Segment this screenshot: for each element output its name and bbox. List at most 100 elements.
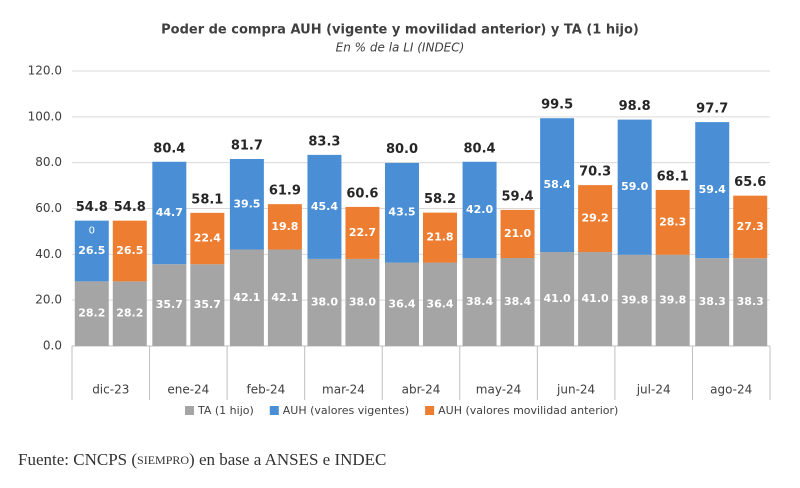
bar-segment [540, 118, 575, 253]
y-tick-label: 20.0 [35, 293, 62, 307]
x-tick-label: abr-24 [402, 383, 441, 397]
value-label: 59.0 [621, 180, 648, 193]
bar-segment [540, 252, 575, 346]
bar-segment [112, 281, 147, 346]
total-label: 54.8 [114, 200, 146, 215]
source: Fuente: CNCPS (SIEMPRO) en base a ANSES … [18, 450, 386, 469]
value-label: 41.0 [544, 292, 571, 305]
total-label: 59.4 [502, 189, 534, 204]
value-label: 36.4 [426, 297, 453, 310]
value-label: 38.4 [504, 295, 531, 308]
source-suffix: ) en base a ANSES e INDEC [189, 450, 386, 469]
total-label: 65.6 [734, 175, 766, 190]
value-label: 28.2 [116, 307, 143, 320]
bar-segment [655, 189, 690, 255]
value-label: 28.2 [78, 307, 105, 320]
x-tick-label: dic-23 [92, 383, 129, 397]
bar-segment [423, 262, 457, 346]
bar-segment [500, 209, 535, 258]
total-label: 68.1 [657, 169, 689, 184]
y-tick-label: 60.0 [35, 201, 62, 215]
value-label: 36.4 [388, 297, 415, 310]
legend-label: AUH (valores vigentes) [283, 404, 409, 417]
bar-segment [190, 212, 225, 265]
bar-segment [655, 254, 690, 346]
value-label: 42.1 [233, 291, 260, 304]
bar-segment [345, 258, 380, 346]
total-label: 97.7 [696, 102, 728, 117]
value-label: 39.8 [621, 293, 648, 306]
value-label: 28.3 [659, 215, 686, 228]
legend-label: TA (1 hijo) [197, 404, 254, 417]
annotation: 0 [89, 225, 95, 236]
source-emphasis: SIEMPRO [137, 453, 189, 467]
total-label: 98.8 [619, 99, 651, 114]
bar-segment [695, 122, 730, 259]
x-tick-label: ago-24 [710, 383, 752, 397]
value-label: 58.4 [544, 178, 571, 191]
x-tick-label: jul-24 [636, 383, 671, 397]
value-label: 45.4 [311, 200, 338, 213]
legend-label: AUH (valores movilidad anterior) [438, 404, 618, 417]
value-label: 21.8 [426, 231, 453, 244]
y-tick-label: 100.0 [28, 109, 62, 123]
bar-segment [462, 161, 497, 258]
value-label: 38.0 [349, 295, 376, 308]
value-label: 26.5 [78, 244, 105, 257]
bar-segment [462, 258, 497, 346]
value-label: 39.5 [233, 197, 260, 210]
value-label: 42.1 [271, 291, 298, 304]
value-label: 42.0 [466, 203, 493, 216]
bar-segment [423, 212, 457, 263]
source-prefix: Fuente: CNCPS ( [18, 450, 137, 469]
value-label: 27.3 [737, 220, 764, 233]
value-label: 38.4 [466, 295, 493, 308]
total-label: 70.3 [579, 164, 611, 179]
bar-segment [74, 281, 109, 346]
value-label: 43.5 [388, 206, 415, 219]
bar-segment [267, 204, 302, 250]
bar-segment [112, 220, 147, 282]
bar-segment [733, 258, 768, 346]
value-label: 29.2 [582, 212, 609, 225]
chart-title: Poder de compra AUH (vigente y movilidad… [161, 23, 639, 38]
value-label: 59.4 [699, 183, 726, 196]
total-label: 58.2 [424, 192, 456, 207]
bar-segment [695, 258, 730, 346]
bar-segment [578, 252, 613, 346]
total-label: 61.9 [269, 184, 301, 199]
value-label: 38.3 [737, 295, 764, 308]
bar-segment [617, 254, 652, 346]
x-tick-label: mar-24 [322, 383, 365, 397]
bar-segment [733, 195, 768, 259]
total-label: 80.4 [464, 141, 496, 156]
value-label: 35.7 [194, 298, 221, 311]
total-label: 83.3 [308, 135, 340, 150]
legend-swatch [269, 406, 279, 415]
total-label: 80.0 [386, 142, 418, 157]
legend-swatch [425, 406, 435, 415]
legend-swatch [185, 406, 194, 415]
y-tick-label: 80.0 [35, 155, 62, 169]
bar-segment [385, 262, 419, 346]
value-label: 26.5 [116, 244, 143, 257]
bar-segment [74, 220, 109, 282]
value-label: 21.0 [504, 227, 531, 240]
x-tick-label: jun-24 [556, 383, 595, 397]
bar-segment [307, 154, 342, 259]
bar-segment [229, 249, 264, 346]
y-tick-label: 0.0 [43, 339, 62, 353]
bar-segment [385, 162, 419, 263]
bar-segment [500, 258, 535, 346]
value-label: 35.7 [156, 298, 183, 311]
bar-segment [152, 161, 187, 265]
bar-segment [578, 185, 613, 253]
value-label: 39.8 [659, 293, 686, 306]
bar-segment [267, 249, 302, 346]
bar-segment [345, 206, 380, 259]
y-tick-label: 120.0 [28, 64, 62, 78]
value-label: 38.3 [699, 295, 726, 308]
value-label: 19.8 [271, 220, 298, 233]
total-label: 60.6 [346, 187, 378, 202]
